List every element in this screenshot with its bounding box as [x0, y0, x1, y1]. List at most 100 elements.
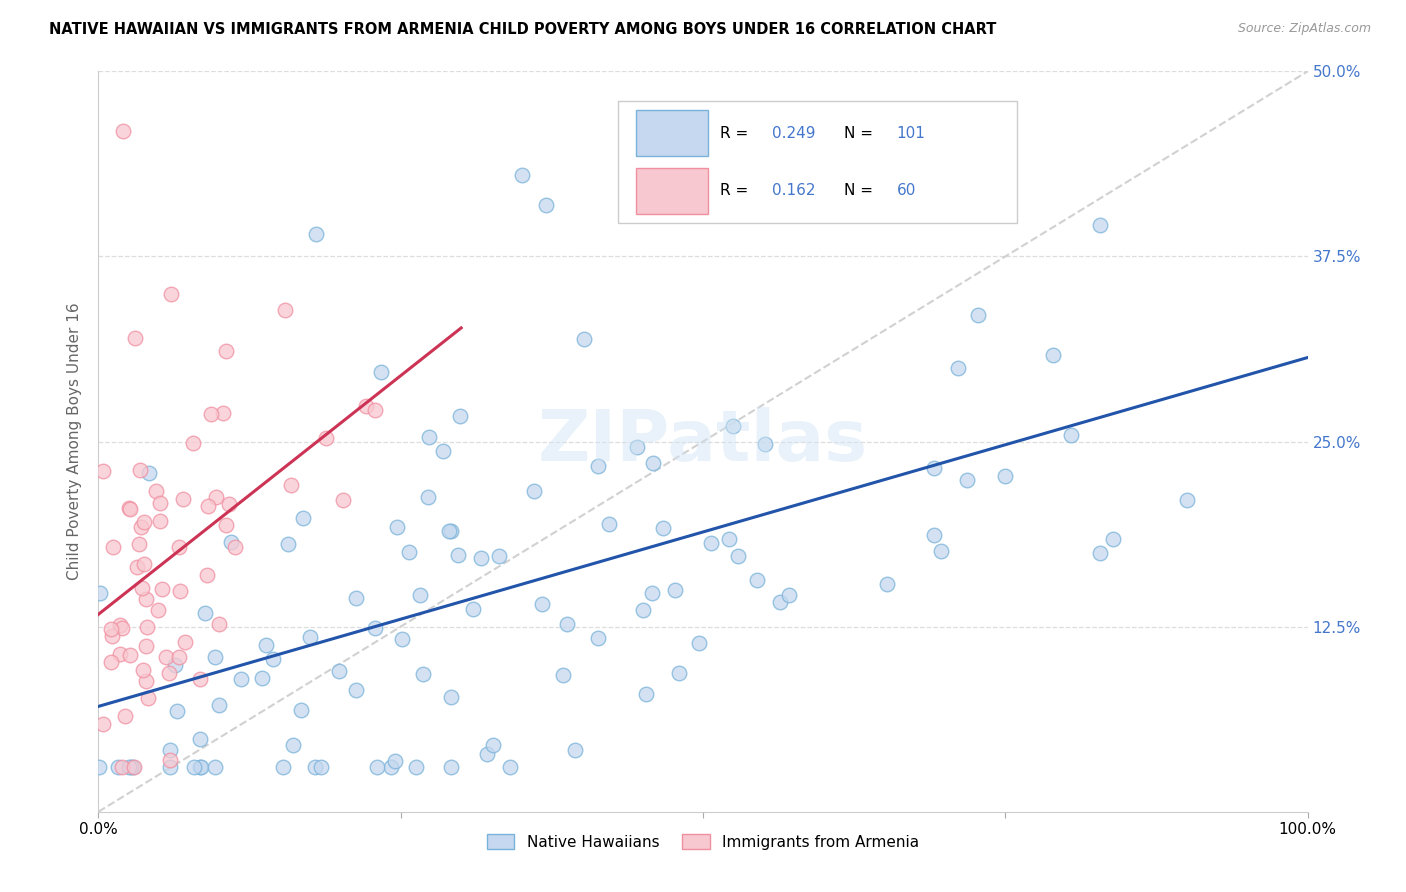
- Point: [405, 760, 427, 774]
- Point: [574, 332, 596, 346]
- Point: [449, 409, 471, 424]
- Point: [122, 760, 145, 774]
- Point: [200, 407, 222, 421]
- Text: R =: R =: [720, 126, 754, 141]
- Point: [523, 483, 546, 498]
- Point: [634, 687, 657, 701]
- Point: [150, 582, 173, 597]
- Point: [641, 456, 664, 470]
- Point: [129, 463, 152, 477]
- Point: [1101, 532, 1123, 546]
- Point: [190, 760, 212, 774]
- Point: [304, 760, 326, 774]
- Point: [108, 647, 131, 661]
- Point: [91, 464, 114, 478]
- Point: [134, 516, 156, 530]
- Point: [664, 582, 686, 597]
- Point: [107, 760, 129, 774]
- Point: [440, 760, 463, 774]
- Point: [146, 603, 169, 617]
- Point: [488, 549, 510, 563]
- Point: [135, 592, 157, 607]
- Text: N =: N =: [845, 183, 879, 198]
- Point: [721, 419, 744, 434]
- Point: [586, 459, 609, 474]
- Point: [167, 649, 190, 664]
- Point: [412, 667, 434, 681]
- Point: [1175, 493, 1198, 508]
- Point: [188, 760, 211, 774]
- Point: [1088, 218, 1111, 232]
- Point: [188, 672, 211, 686]
- Point: [169, 583, 191, 598]
- Point: [204, 760, 226, 774]
- Point: [160, 287, 183, 301]
- Point: [700, 536, 723, 550]
- Point: [159, 743, 181, 757]
- Point: [924, 528, 946, 542]
- Point: [167, 540, 190, 554]
- Point: [967, 309, 990, 323]
- Point: [89, 586, 111, 600]
- Point: [298, 630, 321, 644]
- Point: [111, 760, 134, 774]
- Point: [1060, 427, 1083, 442]
- Point: [418, 491, 440, 505]
- Point: [195, 567, 218, 582]
- Point: [929, 543, 952, 558]
- Point: [332, 492, 354, 507]
- FancyBboxPatch shape: [619, 101, 1018, 223]
- Point: [250, 671, 273, 685]
- Point: [385, 520, 408, 534]
- Point: [224, 541, 246, 555]
- Point: [626, 440, 648, 454]
- Point: [118, 760, 141, 774]
- Point: [219, 534, 242, 549]
- Point: [768, 595, 790, 609]
- Point: [131, 582, 153, 596]
- Point: [181, 435, 204, 450]
- FancyBboxPatch shape: [637, 168, 707, 214]
- Point: [364, 620, 387, 634]
- Point: [132, 557, 155, 571]
- Text: R =: R =: [720, 183, 754, 198]
- Point: [922, 461, 945, 475]
- Point: [111, 123, 134, 137]
- Point: [692, 183, 714, 197]
- Point: [534, 197, 557, 211]
- Point: [956, 473, 979, 487]
- Point: [120, 648, 142, 663]
- Point: [108, 618, 131, 632]
- Point: [432, 444, 454, 458]
- Point: [586, 632, 609, 646]
- Point: [668, 666, 690, 681]
- Point: [254, 638, 277, 652]
- Point: [531, 598, 554, 612]
- Point: [418, 430, 440, 444]
- Point: [120, 760, 142, 774]
- Point: [194, 606, 217, 620]
- Point: [172, 492, 194, 507]
- Point: [125, 560, 148, 574]
- Point: [745, 573, 768, 587]
- Point: [101, 629, 124, 643]
- Point: [136, 620, 159, 634]
- Point: [204, 650, 226, 665]
- Point: [262, 652, 284, 666]
- Point: [876, 577, 898, 591]
- Point: [652, 520, 675, 534]
- Point: [165, 658, 187, 673]
- Point: [149, 514, 172, 528]
- Text: ZIPatlas: ZIPatlas: [538, 407, 868, 476]
- Point: [145, 483, 167, 498]
- Legend: Native Hawaiians, Immigrants from Armenia: Native Hawaiians, Immigrants from Armeni…: [481, 828, 925, 856]
- Point: [274, 302, 297, 317]
- Point: [328, 664, 350, 678]
- Point: [138, 467, 160, 481]
- Point: [309, 760, 332, 774]
- Point: [124, 331, 146, 345]
- Point: [380, 760, 402, 774]
- Point: [727, 549, 749, 563]
- Text: 0.162: 0.162: [772, 183, 815, 198]
- Point: [215, 344, 238, 359]
